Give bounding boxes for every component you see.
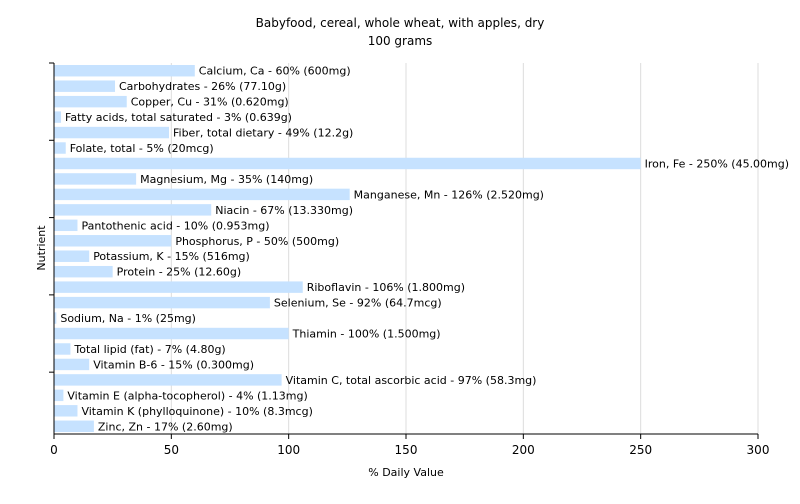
bar [54, 327, 289, 340]
bar [54, 126, 169, 139]
bar-label: Thiamin - 100% (1.500mg) [292, 328, 441, 341]
bar-label: Vitamin C, total ascorbic acid - 97% (58… [286, 374, 537, 387]
bar [54, 173, 137, 185]
bar [54, 65, 195, 77]
bar [54, 111, 62, 123]
bar [54, 219, 78, 232]
bar-label: Potassium, K - 15% (516mg) [93, 250, 250, 263]
bar [54, 281, 303, 293]
x-tick-label: 150 [395, 443, 418, 457]
bar-label: Calcium, Ca - 60% (600mg) [199, 65, 351, 78]
x-tick-label: 0 [50, 443, 58, 457]
bar [54, 80, 116, 92]
bar [54, 296, 270, 309]
x-tick-label: 300 [747, 443, 770, 457]
bar-label: Sodium, Na - 1% (25mg) [60, 312, 196, 325]
bar-label: Riboflavin - 106% (1.800mg) [307, 281, 465, 294]
x-tick-label: 200 [512, 443, 535, 457]
x-axis-label: % Daily Value [368, 466, 444, 479]
bar-label: Iron, Fe - 250% (45.00mg) [645, 157, 789, 170]
bar-label: Fiber, total dietary - 49% (12.2g) [173, 127, 353, 140]
bar [54, 358, 90, 371]
bar [54, 142, 66, 154]
bar [54, 389, 64, 402]
y-axis-label: Nutrient [35, 225, 48, 271]
bar-label: Phosphorus, P - 50% (500mg) [175, 235, 339, 248]
grid [170, 63, 759, 434]
x-tick-label: 50 [164, 443, 179, 457]
bar-label: Zinc, Zn - 17% (2.60mg) [98, 420, 233, 433]
bar-label: Magnesium, Mg - 35% (140mg) [140, 173, 313, 186]
bar [54, 250, 90, 262]
bar-label: Protein - 25% (12.60g) [117, 266, 242, 279]
x-tick-label: 250 [629, 443, 652, 457]
bar-label: Carbohydrates - 26% (77.10g) [119, 80, 286, 93]
bar [54, 405, 78, 417]
bar-label: Vitamin B-6 - 15% (0.300mg) [93, 358, 254, 371]
bar [54, 157, 641, 170]
bar-label: Niacin - 67% (13.330mg) [215, 204, 353, 217]
bar-label: Vitamin E (alpha-tocopherol) - 4% (1.13m… [67, 389, 307, 402]
bars: Calcium, Ca - 60% (600mg) Carbohydrates -… [54, 65, 789, 433]
bar [54, 265, 113, 278]
bar-label: Fatty acids, total saturated - 3% (0.639… [65, 111, 292, 124]
x-tick-label: 100 [277, 443, 300, 457]
bar [54, 343, 71, 355]
bar [54, 420, 94, 432]
bar [54, 188, 350, 201]
bar-label: Manganese, Mn - 126% (2.520mg) [354, 188, 544, 201]
axes: 0 50 100 150 200 250 300 [49, 62, 770, 457]
bar [54, 374, 282, 386]
bar [54, 235, 172, 247]
bar [54, 95, 127, 108]
chart-subtitle: 100 grams [368, 34, 433, 48]
bar-label: Folate, total - 5% (20mcg) [70, 142, 214, 155]
bar [54, 204, 212, 216]
bar-label: Selenium, Se - 92% (64.7mcg) [274, 297, 442, 310]
bar-label: Copper, Cu - 31% (0.620mg) [131, 96, 289, 109]
chart-title: Babyfood, cereal, whole wheat, with appl… [256, 16, 545, 30]
bar-label: Vitamin K (phylloquinone) - 10% (8.3mcg) [81, 405, 312, 418]
bar-label: Total lipid (fat) - 7% (4.80g) [73, 343, 225, 356]
bar [54, 312, 57, 324]
bar-label: Pantothenic acid - 10% (0.953mg) [81, 219, 269, 232]
